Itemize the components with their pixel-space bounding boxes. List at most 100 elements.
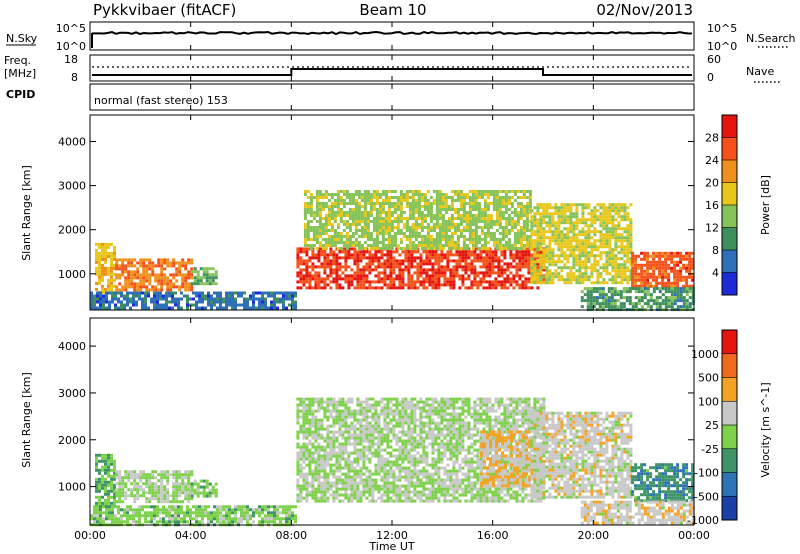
heatmap-cell <box>473 256 477 260</box>
heatmap-cell <box>381 241 385 244</box>
heatmap-cell <box>204 514 207 518</box>
heatmap-cell <box>441 244 445 247</box>
heatmap-cell <box>593 263 597 267</box>
heatmap-cell <box>172 264 176 268</box>
heatmap-cell <box>551 263 555 267</box>
heatmap-cell <box>160 267 164 271</box>
heatmap-cell <box>356 277 360 281</box>
heatmap-cell <box>584 236 588 240</box>
heatmap-cell <box>101 248 104 252</box>
heatmap-cell <box>614 242 618 246</box>
heatmap-cell <box>578 278 582 282</box>
heatmap-cell <box>441 214 445 217</box>
heatmap-cell <box>366 235 370 238</box>
heatmap-cell <box>587 242 591 246</box>
heatmap-cell <box>455 259 459 263</box>
heatmap-cell <box>673 284 677 288</box>
heatmap-cell <box>329 412 333 416</box>
heatmap-cell <box>327 211 331 214</box>
heatmap-cell <box>326 415 330 419</box>
heatmap-cell <box>426 235 430 238</box>
heatmap-cell <box>305 490 309 494</box>
heatmap-cell <box>664 257 668 261</box>
heatmap-cell <box>375 247 379 250</box>
heatmap-cell <box>390 211 394 214</box>
heatmap-cell <box>536 212 540 216</box>
heatmap-cell <box>357 235 361 238</box>
heatmap-cell <box>377 286 381 290</box>
heatmap-cell <box>344 268 348 272</box>
heatmap-cell <box>584 224 588 228</box>
heatmap-cell <box>539 263 543 267</box>
heatmap-cell <box>348 202 352 205</box>
heatmap-cell <box>461 253 465 257</box>
heatmap-cell <box>501 244 505 247</box>
heatmap-cell <box>593 221 597 225</box>
heatmap-cell <box>210 520 213 524</box>
heatmap-cell <box>617 272 621 276</box>
heatmap-cell <box>450 244 454 247</box>
freq-trace <box>92 68 692 76</box>
heatmap-cell <box>450 232 454 235</box>
heatmap-cell <box>333 220 337 223</box>
heatmap-cell <box>111 294 114 298</box>
heatmap-cell <box>432 238 436 241</box>
heatmap-cell <box>378 208 382 211</box>
heatmap-cell <box>459 232 463 235</box>
heatmap-cell <box>308 466 312 470</box>
heatmap-cell <box>171 306 174 310</box>
heatmap-cell <box>111 508 114 512</box>
heatmap-cell <box>411 217 415 220</box>
heatmap-cell <box>133 476 137 480</box>
heatmap-cell <box>118 258 122 262</box>
heatmap-cell <box>563 257 567 261</box>
heatmap-cell <box>166 282 170 286</box>
heatmap-cell <box>267 306 270 310</box>
heatmap-cell <box>213 517 216 521</box>
heatmap-cell <box>378 196 382 199</box>
heatmap-cell <box>649 275 653 279</box>
heatmap-cell <box>383 280 387 284</box>
heatmap-cell <box>519 202 523 205</box>
heatmap-cell <box>354 193 358 196</box>
heatmap-cell <box>326 433 330 437</box>
heatmap-cell <box>163 279 167 283</box>
heatmap-cell <box>620 218 624 222</box>
heatmap-cell <box>326 496 330 500</box>
heatmap-cell <box>464 259 468 263</box>
heatmap-cell <box>404 265 408 269</box>
heatmap-cell <box>513 208 517 211</box>
heatmap-cell <box>426 214 430 217</box>
heatmap-cell <box>113 248 116 252</box>
heatmap-cell <box>302 466 306 470</box>
heatmap-cell <box>187 276 191 280</box>
heatmap-cell <box>93 297 96 301</box>
heatmap-cell <box>584 254 588 258</box>
heatmap-cell <box>404 283 408 287</box>
heatmap-cell <box>611 281 615 285</box>
heatmap-cell <box>213 300 216 304</box>
heatmap-cell <box>95 456 98 460</box>
heatmap-cell <box>649 305 653 309</box>
heatmap-cell <box>159 303 162 307</box>
heatmap-cell <box>416 277 420 281</box>
heatmap-cell <box>138 297 141 301</box>
heatmap-cell <box>151 476 155 480</box>
heatmap-cell <box>93 517 96 521</box>
heatmap-cell <box>634 275 638 279</box>
heatmap-cell <box>207 514 210 518</box>
heatmap-cell <box>592 299 596 303</box>
heatmap-cell <box>335 280 339 284</box>
heatmap-cell <box>324 220 328 223</box>
heatmap-cell <box>95 287 98 291</box>
heatmap-cell <box>664 305 668 309</box>
heatmap-cell <box>557 227 561 231</box>
heatmap-cell <box>320 475 324 479</box>
heatmap-cell <box>135 294 138 298</box>
heatmap-cell <box>524 277 528 281</box>
heatmap-cell <box>172 276 176 280</box>
heatmap-cell <box>108 511 111 515</box>
heatmap-cell <box>270 306 273 310</box>
heatmap-cell <box>384 190 388 193</box>
heatmap-cell <box>456 214 460 217</box>
